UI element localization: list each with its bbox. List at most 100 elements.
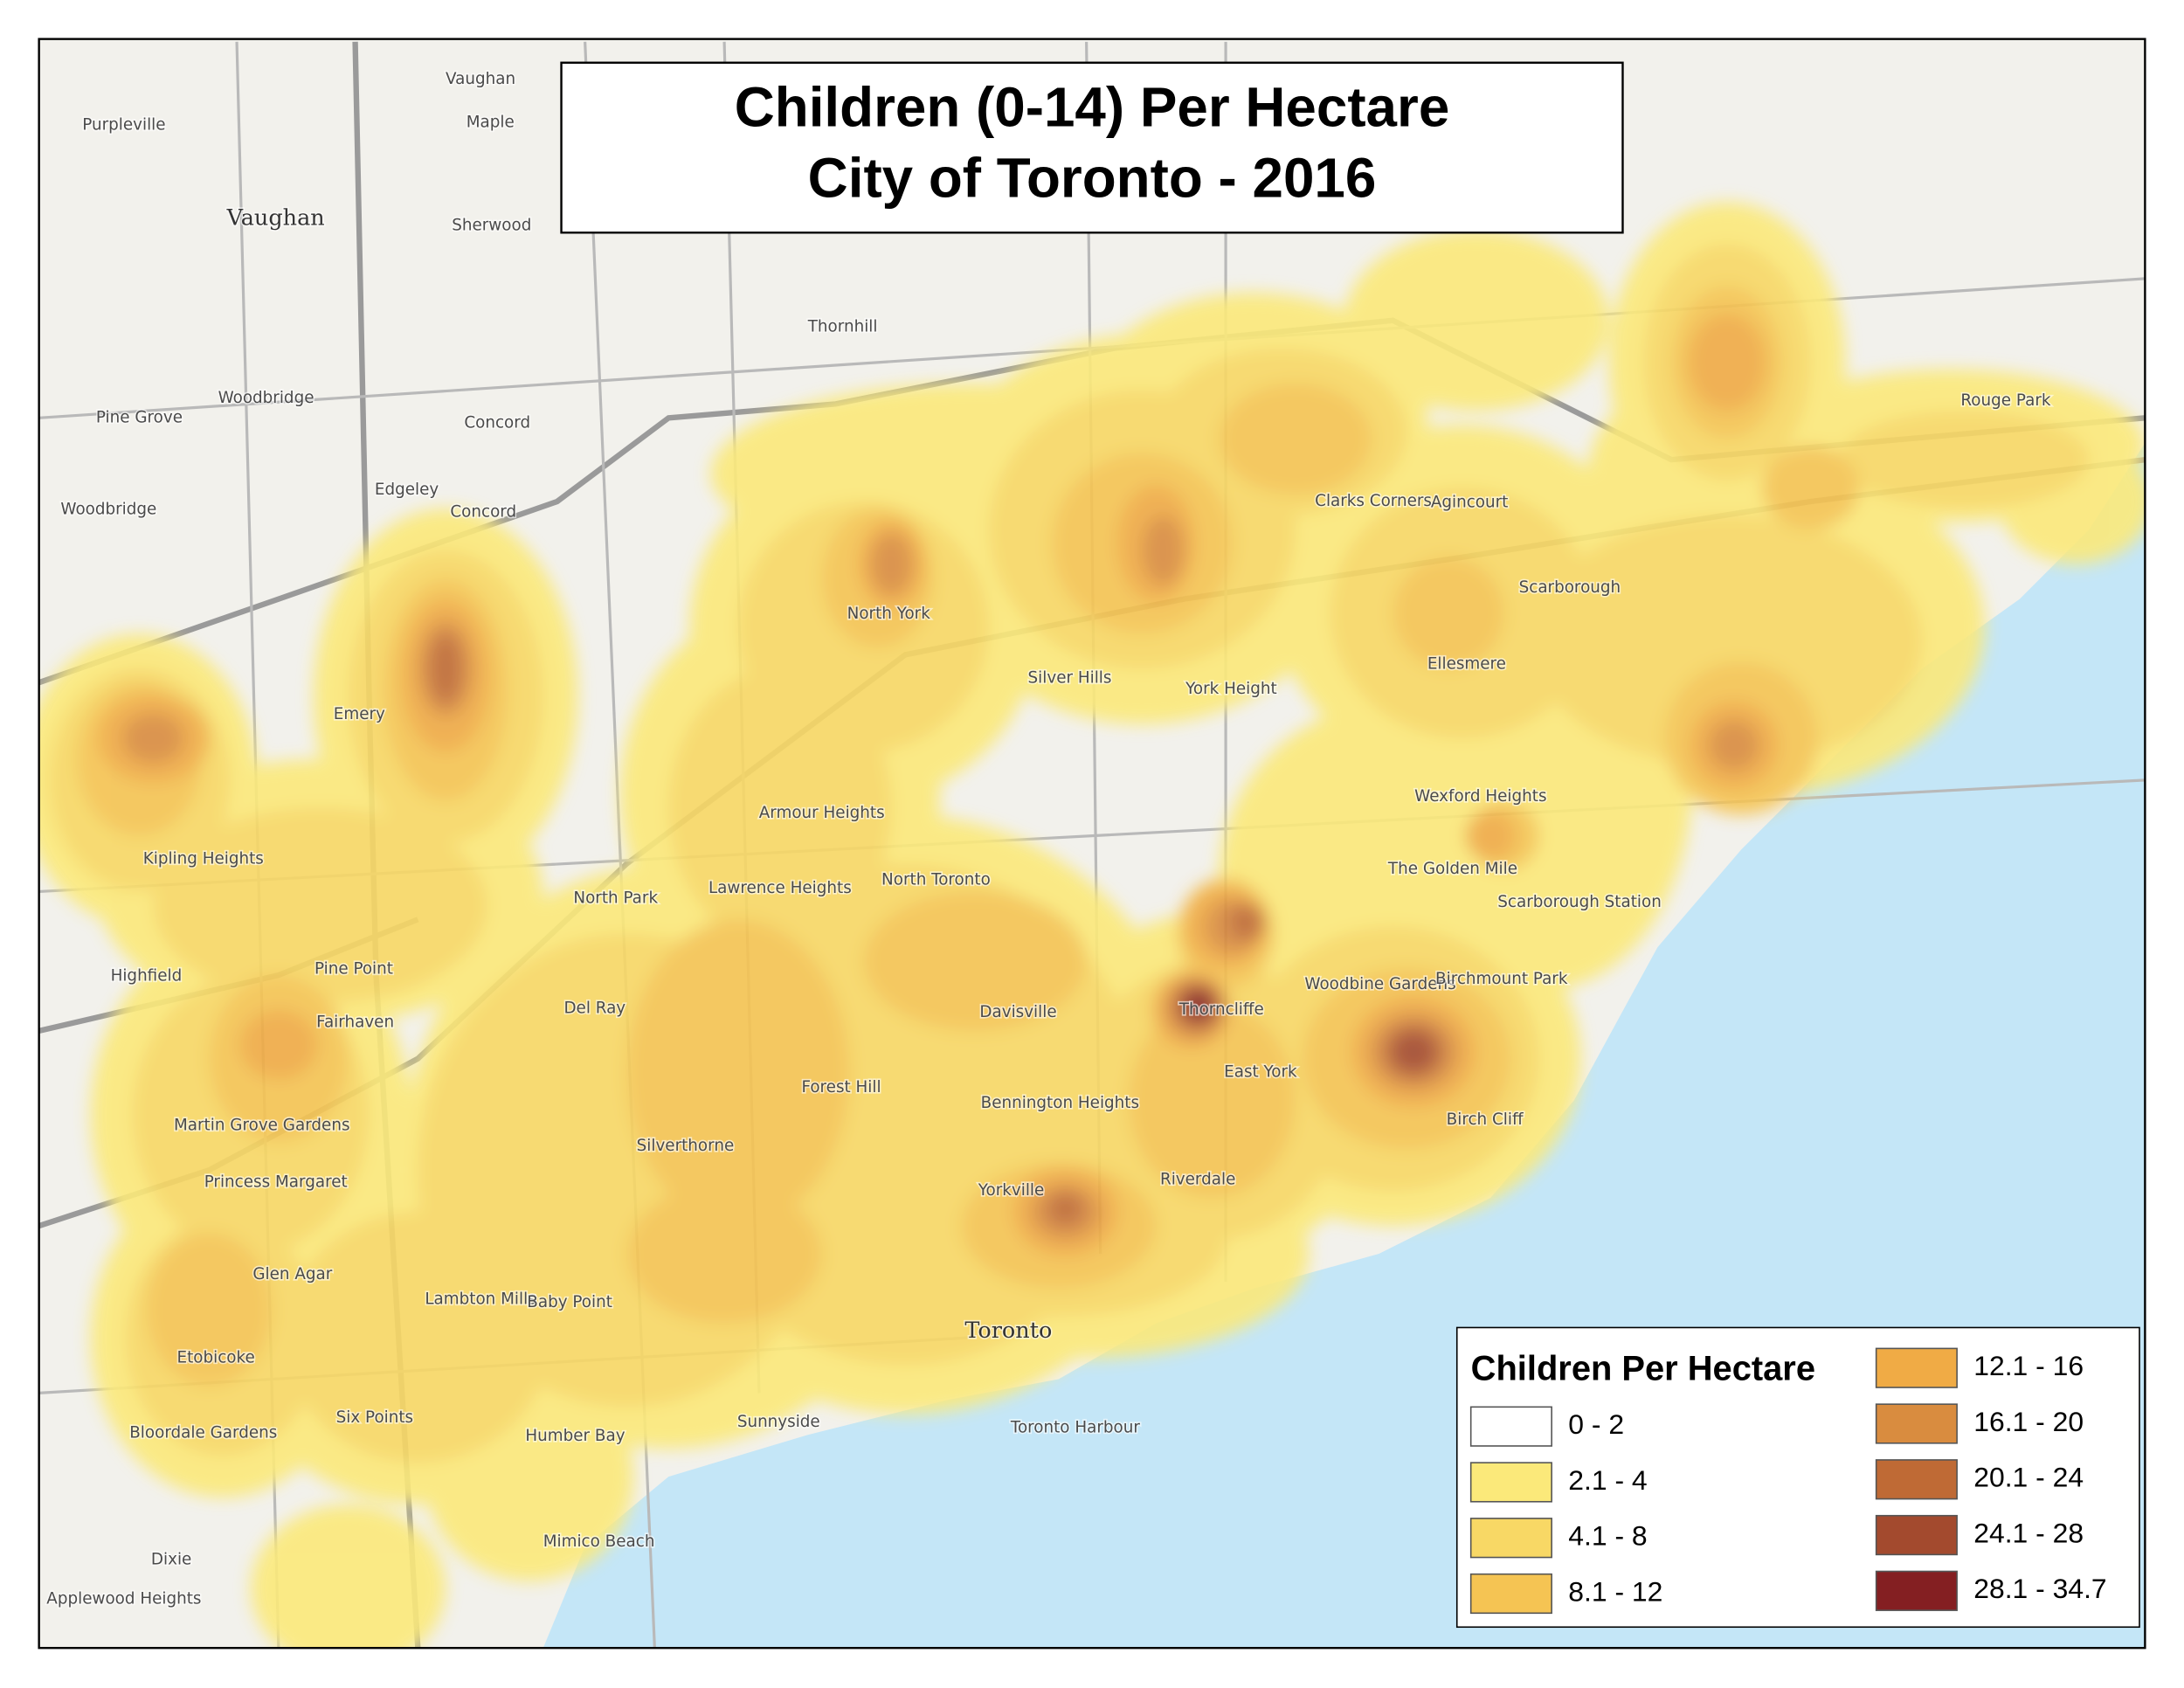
legend-label: 20.1 - 24 <box>1973 1462 2084 1493</box>
place-label: Thorncliffe <box>1178 1000 1264 1019</box>
density-area <box>239 1009 318 1080</box>
place-label: Birch Cliff <box>1447 1110 1524 1129</box>
legend-label: 4.1 - 8 <box>1568 1520 1647 1552</box>
place-label: Vaughan <box>446 70 515 88</box>
place-label: Ellesmere <box>1427 655 1506 674</box>
density-area <box>1047 1192 1084 1227</box>
place-label: Kipling Heights <box>143 850 264 868</box>
place-label: Pine Point <box>314 960 393 979</box>
legend-swatch <box>1875 1570 1958 1611</box>
map-frame-content: Vaughan Purpleville Maple Vaughan Sherwood Th… <box>38 38 2146 1649</box>
place-label: North Park <box>573 889 658 907</box>
place-label: Clarks Corners <box>1315 492 1432 510</box>
place-label: Six Points <box>336 1408 413 1427</box>
place-label: Del Ray <box>563 999 625 1017</box>
place-label: Silverthorne <box>637 1137 735 1155</box>
legend-label: 8.1 - 12 <box>1568 1575 1662 1607</box>
density-area <box>1838 411 2090 508</box>
density-area <box>668 668 892 948</box>
place-label: Maple <box>467 113 515 131</box>
place-label: Pine Grove <box>96 408 183 426</box>
density-area <box>251 1504 446 1649</box>
legend-label: 0 - 2 <box>1568 1408 1624 1440</box>
place-label: Concord <box>464 414 530 432</box>
place-label: Sherwood <box>452 216 531 234</box>
density-area <box>626 1184 822 1324</box>
place-label: Agincourt <box>1431 494 1509 512</box>
density-area <box>626 919 850 1227</box>
place-label: Woodbine Gardens <box>1304 975 1455 993</box>
density-area <box>870 533 913 595</box>
place-label: North Toronto <box>881 871 991 889</box>
density-area <box>863 891 1087 1031</box>
place-label: Scarborough <box>1519 578 1621 597</box>
title-line: Children (0-14) Per Hectare <box>735 75 1450 138</box>
place-label: Birchmount Park <box>1435 970 1568 988</box>
legend-label: 24.1 - 28 <box>1973 1517 2084 1548</box>
title-line: City of Toronto - 2016 <box>808 147 1377 210</box>
place-label: Yorkville <box>978 1181 1045 1200</box>
map-border <box>38 38 2146 1650</box>
legend-swatch <box>1875 1347 1958 1388</box>
place-label: Sunnyside <box>737 1413 820 1431</box>
place-label: Etobicoke <box>177 1349 255 1367</box>
legend-swatch <box>1469 1518 1552 1559</box>
density-area <box>1531 515 1923 766</box>
place-label: Scarborough Station <box>1497 893 1662 911</box>
place-label: Vaughan <box>226 204 325 231</box>
place-label: Forest Hill <box>801 1078 881 1097</box>
place-label: Thornhill <box>807 318 878 336</box>
map-content: Vaughan Purpleville Maple Vaughan Sherwood Th… <box>38 38 2146 1650</box>
place-label: Edgeley <box>375 481 439 499</box>
title-box <box>560 61 1624 234</box>
place-label: Purpleville <box>82 115 165 134</box>
legend-title: Children Per Hectare <box>1471 1349 1815 1387</box>
density-area <box>1761 446 1860 529</box>
legend-swatch <box>1469 1573 1552 1615</box>
place-label: Bloordale Gardens <box>129 1424 277 1442</box>
place-label: Silver Hills <box>1028 668 1112 687</box>
place-label: Bennington Heights <box>981 1094 1139 1112</box>
place-label: Lawrence Heights <box>708 879 852 897</box>
place-label: Toronto Harbour <box>1010 1418 1140 1436</box>
density-area <box>1688 313 1766 412</box>
density-area <box>1393 1032 1435 1072</box>
legend-label: 12.1 - 16 <box>1973 1350 2084 1381</box>
density-area <box>122 713 184 764</box>
legend-swatch <box>1875 1514 1958 1556</box>
place-label: Armour Heights <box>759 804 885 822</box>
density-area <box>1142 515 1185 585</box>
legend-box <box>1455 1326 2140 1629</box>
place-label: Rouge Park <box>1960 391 2050 410</box>
legend-swatch <box>1875 1459 1958 1500</box>
density-area <box>1393 557 1504 669</box>
place-labels: Vaughan Purpleville Maple Vaughan Sherwood Th… <box>45 68 2053 1609</box>
legend-label: 28.1 - 34.7 <box>1973 1573 2106 1604</box>
place-label: Princess Margaret <box>204 1173 348 1192</box>
density-area <box>146 1233 272 1387</box>
place-label: Emery <box>334 705 385 723</box>
legend-swatch <box>1469 1462 1552 1503</box>
place-label: Woodbridge <box>218 389 314 407</box>
place-label: Martin Grove Gardens <box>174 1116 350 1134</box>
legend-label: 2.1 - 4 <box>1568 1464 1647 1496</box>
place-label: York Height <box>1185 680 1277 698</box>
density-area <box>153 807 488 1003</box>
place-label: Woodbridge <box>60 501 156 519</box>
place-label: Riverdale <box>1160 1170 1235 1188</box>
legend-swatch <box>1469 1406 1552 1447</box>
place-label: Lambton Mills <box>425 1290 536 1309</box>
place-label: Fairhaven <box>316 1013 394 1031</box>
density-area <box>1185 993 1211 1019</box>
density-area <box>1465 810 1516 861</box>
density-area <box>1344 230 1609 412</box>
place-label: The Golden Mile <box>1387 860 1517 878</box>
place-label: East York <box>1224 1063 1297 1082</box>
place-label: Dixie <box>151 1551 191 1569</box>
place-label: Baby Point <box>527 1293 612 1311</box>
legend-swatch <box>1875 1403 1958 1444</box>
place-label: Wexford Heights <box>1414 787 1546 806</box>
density-area <box>1128 1002 1296 1199</box>
